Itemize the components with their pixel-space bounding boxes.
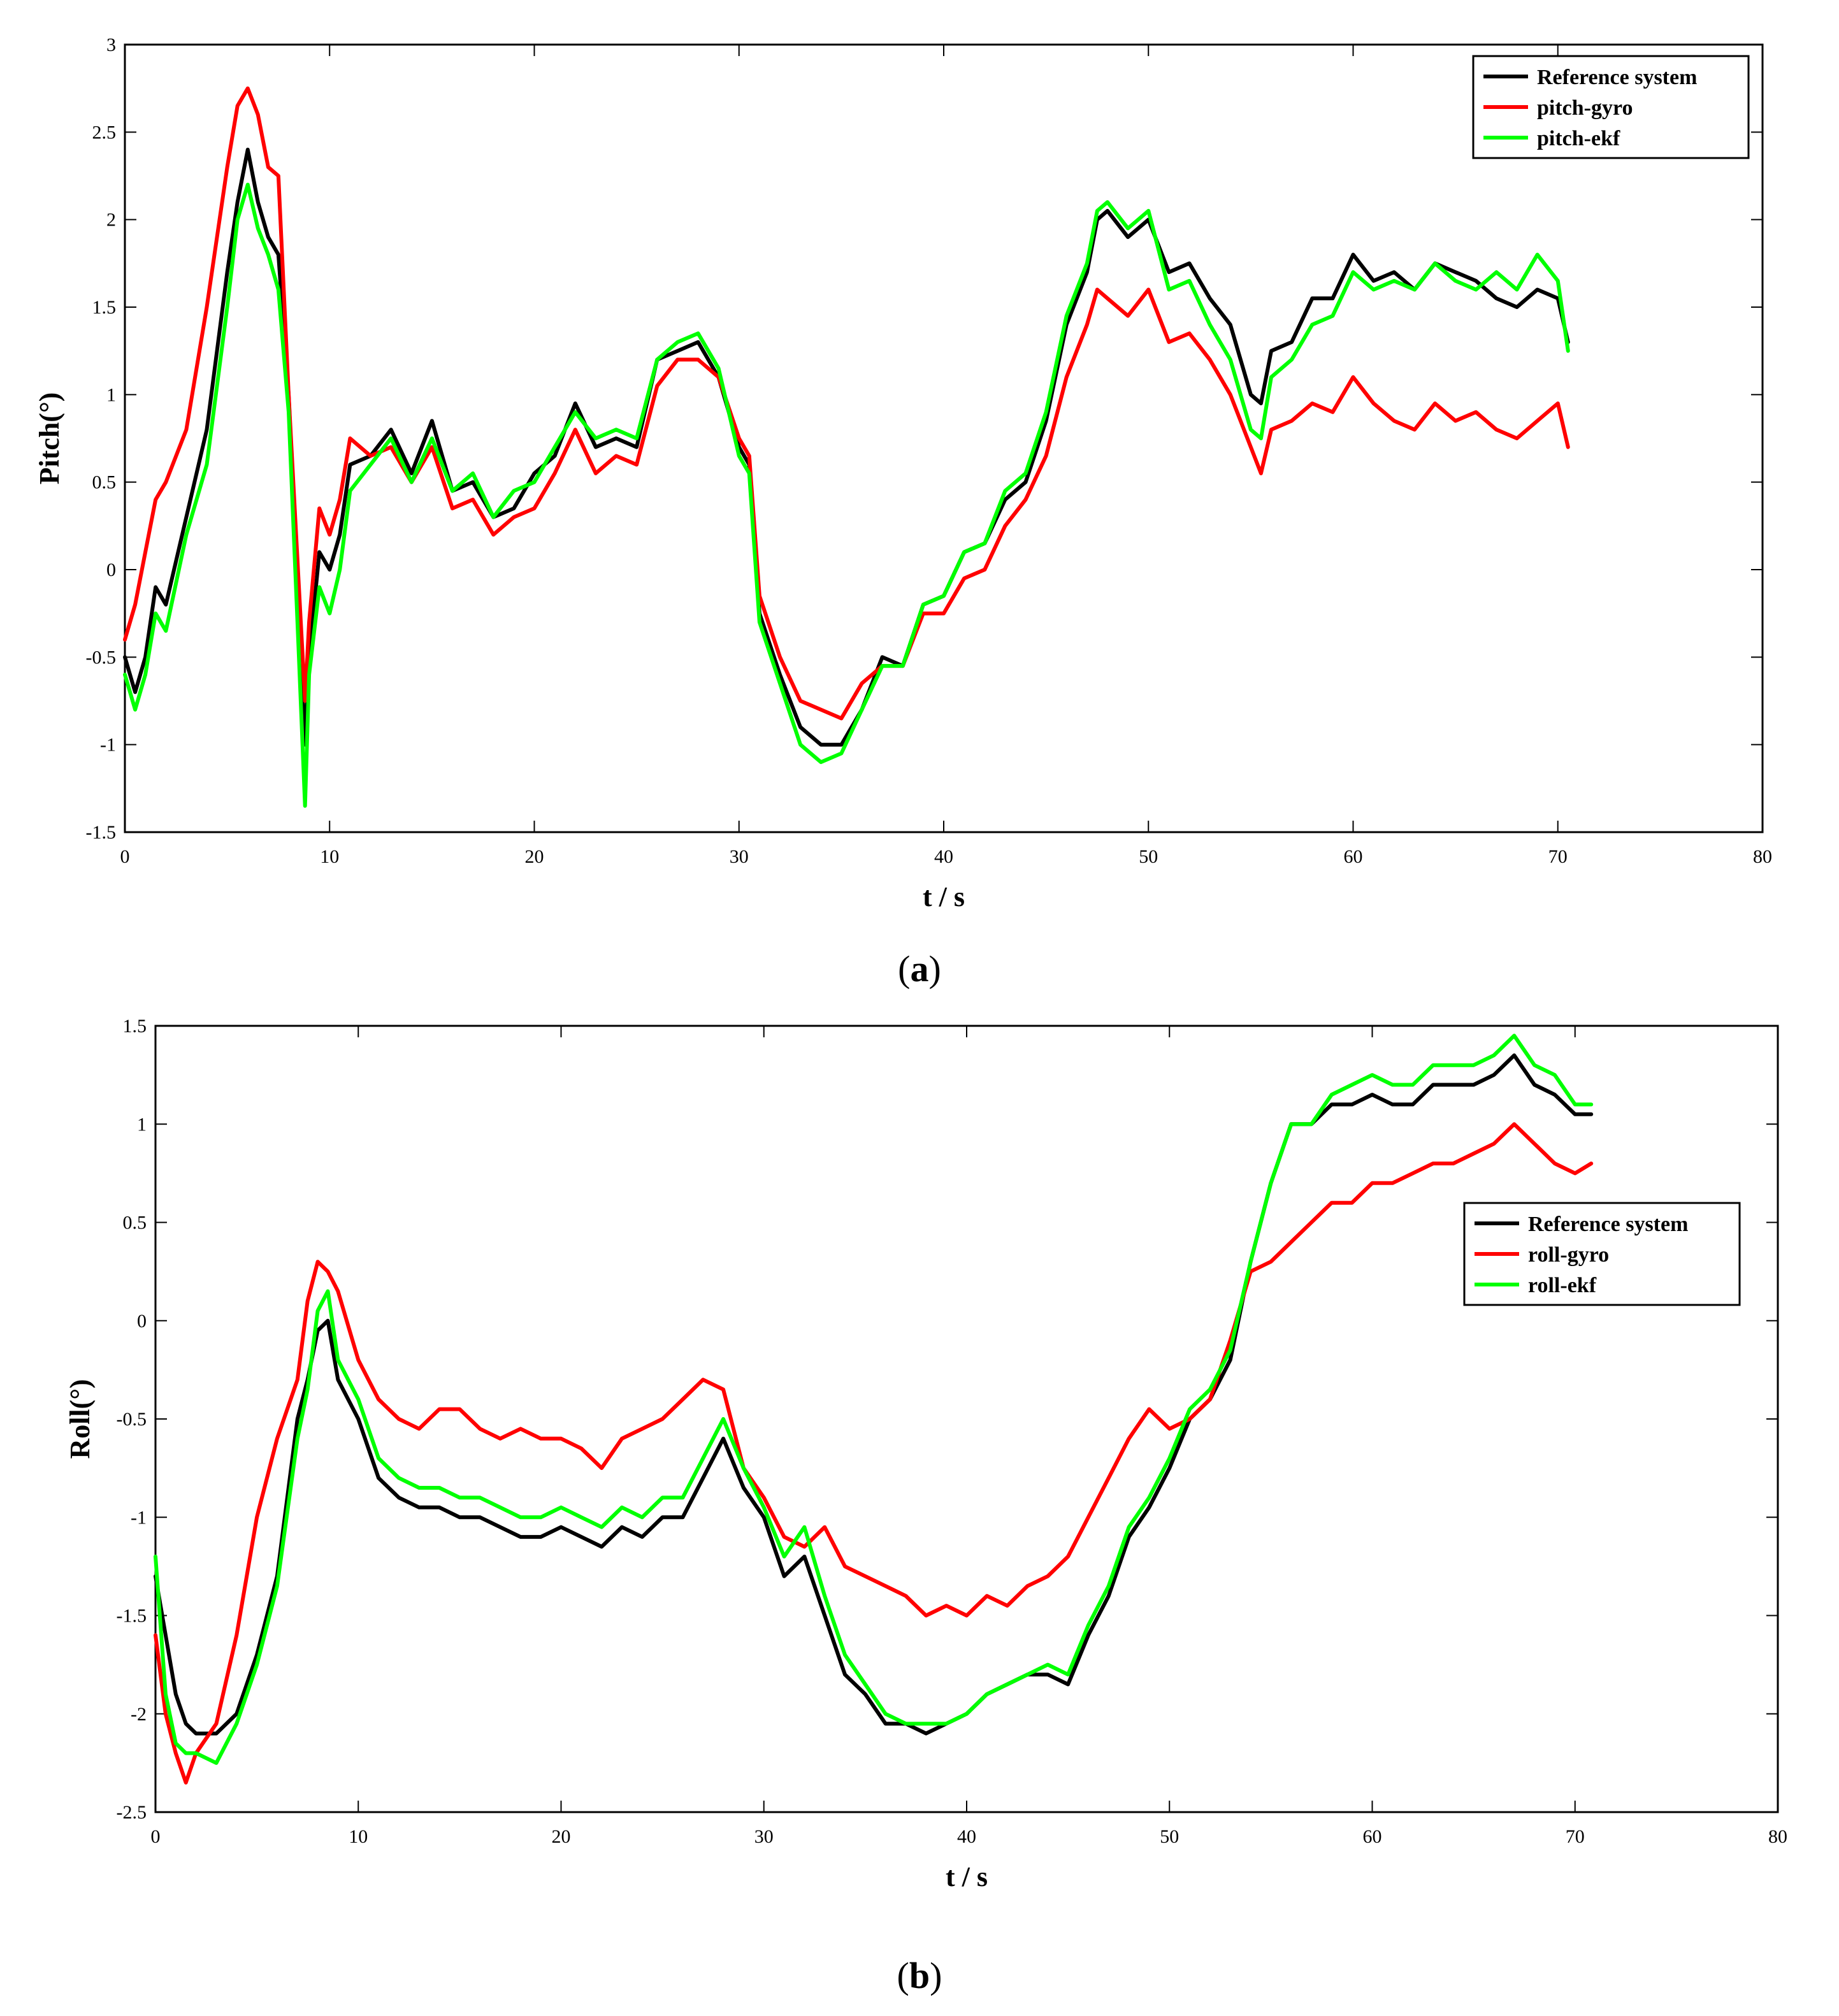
pitch-legend-label-reference: Reference system bbox=[1537, 66, 1697, 89]
pitch-x-tick-label: 30 bbox=[730, 846, 749, 867]
panel-label-a: (a) bbox=[898, 948, 941, 990]
pitch-x-tick-label: 40 bbox=[934, 846, 953, 867]
roll-y-tick-label: 0.5 bbox=[123, 1213, 147, 1234]
pitch-y-tick-label: 2.5 bbox=[92, 122, 117, 143]
pitch-x-tick-label: 80 bbox=[1753, 846, 1772, 867]
roll-legend-label-gyro: roll-gyro bbox=[1528, 1243, 1609, 1267]
roll-x-tick-label: 0 bbox=[151, 1826, 161, 1847]
roll-y-tick-label: 0 bbox=[137, 1311, 147, 1332]
pitch-series-line-gyro bbox=[123, 86, 1570, 721]
pitch-legend: Reference system pitch-gyro pitch-ekf bbox=[1472, 55, 1750, 159]
pitch-x-tick-label: 20 bbox=[525, 846, 544, 867]
roll-legend-label-reference: Reference system bbox=[1528, 1213, 1688, 1236]
panel-label-b-letter: b bbox=[909, 1955, 930, 1996]
pitch-y-axis-label: Pitch(°) bbox=[34, 392, 65, 485]
pitch-chart: 0 10 20 30 40 50 60 70 80 -1.5 -1 -0.5 0 0.5 1 1.5 2 2.5 3… bbox=[34, 34, 1772, 990]
roll-x-tick-label: 70 bbox=[1566, 1826, 1585, 1847]
roll-x-axis-label: t / s bbox=[946, 1861, 988, 1892]
pitch-plot-area bbox=[124, 43, 1764, 833]
roll-legend: Reference system roll-gyro roll-ekf bbox=[1463, 1202, 1741, 1306]
roll-ticks: 0 10 20 30 40 50 60 70 80 -2.5 -2 -1.5 -1 -0.5 0 0.5 1 1.… bbox=[117, 1016, 1788, 1847]
pitch-y-tick-label: 1.5 bbox=[92, 297, 117, 318]
pitch-y-tick-label: -1.5 bbox=[86, 822, 117, 843]
pitch-x-axis-label: t / s bbox=[923, 881, 965, 912]
roll-y-tick-label: 1.5 bbox=[123, 1016, 147, 1037]
roll-x-tick-label: 60 bbox=[1363, 1826, 1382, 1847]
pitch-y-tick-label: 2 bbox=[106, 210, 116, 231]
panel-label-b: (b) bbox=[897, 1955, 942, 1996]
roll-y-tick-label: -2.5 bbox=[117, 1802, 147, 1823]
panel-label-a-open-paren: ( bbox=[898, 948, 910, 990]
pitch-y-tick-label: 3 bbox=[106, 34, 116, 55]
roll-x-tick-label: 10 bbox=[349, 1826, 368, 1847]
pitch-legend-label-gyro: pitch-gyro bbox=[1537, 96, 1633, 120]
roll-y-axis-label: Roll(°) bbox=[64, 1379, 96, 1458]
roll-series bbox=[154, 1033, 1594, 1785]
roll-plot-area bbox=[154, 1025, 1779, 1813]
roll-x-tick-label: 80 bbox=[1768, 1826, 1787, 1847]
roll-y-tick-label: -0.5 bbox=[117, 1409, 147, 1430]
pitch-x-tick-label: 10 bbox=[320, 846, 339, 867]
roll-chart: 0 10 20 30 40 50 60 70 80 -2.5 -2 -1.5 -1 -0.5 0 0.5 1 1.… bbox=[64, 1016, 1787, 1996]
pitch-x-tick-label: 60 bbox=[1344, 846, 1363, 867]
roll-x-tick-label: 20 bbox=[552, 1826, 571, 1847]
panel-label-a-close-paren: ) bbox=[929, 948, 941, 990]
roll-x-tick-label: 50 bbox=[1160, 1826, 1179, 1847]
roll-series-line-reference bbox=[154, 1053, 1594, 1736]
pitch-ticks: 0 10 20 30 40 50 60 70 80 -1.5 -1 -0.5 0 0.5 1 1.5 2 2.5 3 bbox=[86, 34, 1773, 867]
pitch-y-tick-label: 0.5 bbox=[92, 472, 117, 493]
pitch-y-tick-label: 0 bbox=[106, 559, 116, 580]
panel-label-b-open-paren: ( bbox=[897, 1955, 909, 1996]
roll-y-tick-label: -1 bbox=[131, 1507, 147, 1528]
pitch-series bbox=[123, 86, 1570, 808]
panel-label-a-letter: a bbox=[911, 948, 929, 990]
roll-y-tick-label: -2 bbox=[131, 1704, 147, 1725]
pitch-x-tick-label: 70 bbox=[1548, 846, 1568, 867]
roll-y-tick-label: -1.5 bbox=[117, 1606, 147, 1627]
pitch-series-line-ekf bbox=[123, 182, 1570, 808]
pitch-y-tick-label: -0.5 bbox=[86, 647, 117, 668]
pitch-legend-label-ekf: pitch-ekf bbox=[1537, 127, 1620, 150]
roll-x-tick-label: 40 bbox=[957, 1826, 976, 1847]
panel-label-b-close-paren: ) bbox=[930, 1955, 942, 1996]
roll-series-line-gyro bbox=[154, 1122, 1594, 1785]
pitch-y-tick-label: -1 bbox=[100, 735, 116, 756]
roll-y-tick-label: 1 bbox=[137, 1114, 147, 1135]
pitch-y-tick-label: 1 bbox=[106, 384, 116, 405]
roll-legend-label-ekf: roll-ekf bbox=[1528, 1274, 1597, 1297]
pitch-x-tick-label: 0 bbox=[120, 846, 130, 867]
roll-x-tick-label: 30 bbox=[754, 1826, 774, 1847]
roll-series-line-ekf bbox=[154, 1033, 1594, 1765]
pitch-x-tick-label: 50 bbox=[1139, 846, 1158, 867]
